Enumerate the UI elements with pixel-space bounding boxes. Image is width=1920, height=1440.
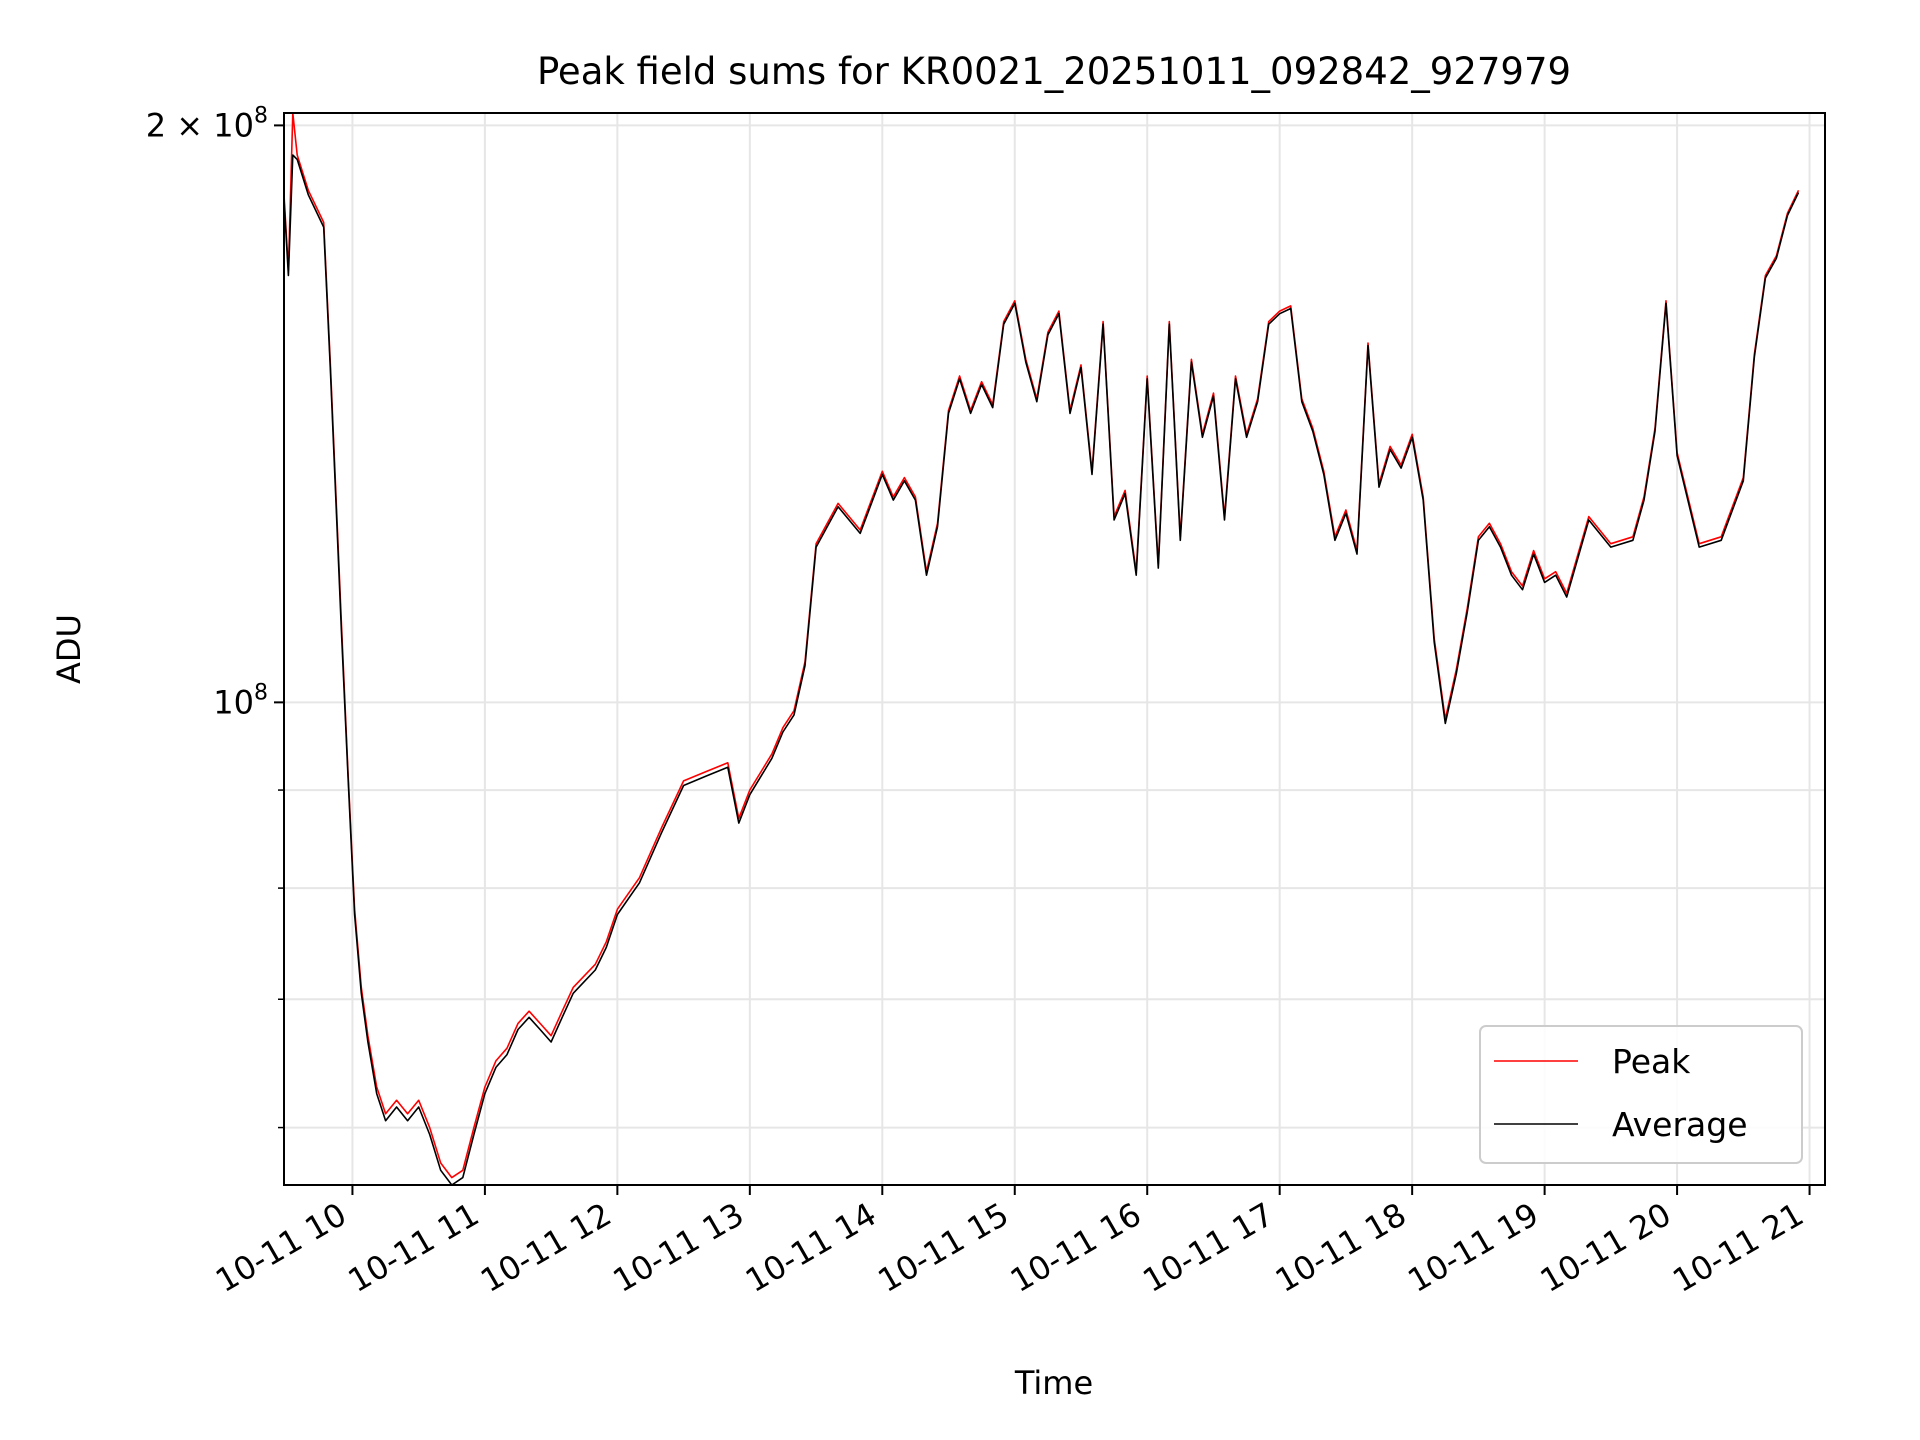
legend-peak-label: Peak bbox=[1612, 1042, 1691, 1081]
series-line-peak bbox=[284, 113, 1800, 1179]
x-tick-label: 10-11 21 bbox=[1666, 1195, 1810, 1300]
x-tick-label: 10-11 18 bbox=[1269, 1195, 1413, 1300]
chart-title: Peak field sums for KR0021_20251011_0928… bbox=[537, 50, 1571, 93]
y-tick-coef: 2 × bbox=[146, 106, 214, 144]
x-tick-label: 10-11 12 bbox=[474, 1195, 618, 1300]
y-tick-label: 2 × 108 bbox=[146, 103, 268, 144]
x-tick-label: 10-11 13 bbox=[607, 1195, 751, 1300]
x-tick-label: 10-11 19 bbox=[1401, 1195, 1545, 1300]
x-tick-label: 10-11 11 bbox=[342, 1195, 486, 1300]
x-axis-label: Time bbox=[1014, 1364, 1093, 1402]
x-tick-label: 10-11 15 bbox=[871, 1195, 1015, 1300]
legend-average-label: Average bbox=[1612, 1105, 1748, 1144]
y-tick-base: 10 bbox=[213, 106, 254, 144]
x-tick-label: 10-11 14 bbox=[739, 1195, 883, 1300]
y-axis-label: ADU bbox=[50, 614, 88, 684]
series-line-average bbox=[284, 154, 1800, 1185]
plot-frame bbox=[283, 112, 1826, 1186]
y-tick-exp: 8 bbox=[254, 680, 268, 705]
x-tick-label: 10-11 17 bbox=[1136, 1195, 1280, 1300]
legend: Peak Average bbox=[1479, 1025, 1803, 1164]
x-tick-label: 10-11 20 bbox=[1534, 1195, 1678, 1300]
series-layer bbox=[284, 113, 1800, 1185]
y-tick-exp: 8 bbox=[254, 103, 268, 128]
x-tick-label: 10-11 16 bbox=[1004, 1195, 1148, 1300]
x-tick-label: 10-11 10 bbox=[209, 1195, 353, 1300]
y-tick-base: 10 bbox=[213, 683, 254, 721]
y-tick-label: 108 bbox=[213, 680, 268, 721]
grid bbox=[284, 113, 1825, 1185]
